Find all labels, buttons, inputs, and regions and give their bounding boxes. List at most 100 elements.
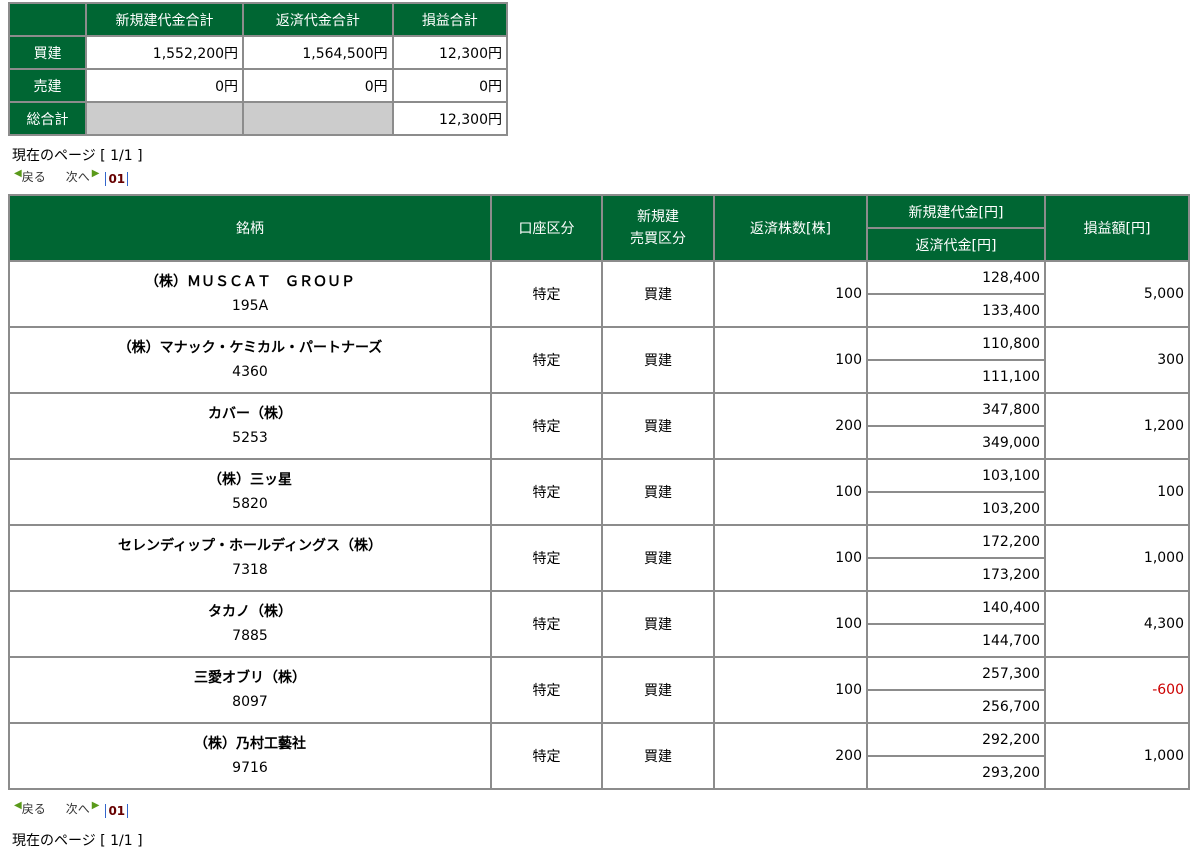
next-link[interactable]: 次へ bbox=[65, 170, 90, 184]
header-close-total: 返済代金合計 bbox=[244, 4, 392, 35]
profit-loss: 1,200 bbox=[1046, 394, 1188, 458]
triangle-left-icon: ◀ bbox=[14, 168, 22, 179]
account-type: 特定 bbox=[492, 460, 601, 524]
table-row: カバー（株） 5253 特定 買建 200 347,800 1,200 bbox=[10, 394, 1188, 458]
page-link-01[interactable]: 01 bbox=[105, 804, 129, 818]
close-amount: 293,200 bbox=[868, 757, 1044, 788]
trade-side: 買建 bbox=[603, 460, 713, 524]
stock-code: 7318 bbox=[232, 562, 268, 578]
stock-code: 4360 bbox=[232, 364, 268, 380]
triangle-left-icon: ◀ bbox=[14, 800, 22, 811]
close-amount: 144,700 bbox=[868, 625, 1044, 656]
account-type: 特定 bbox=[492, 658, 601, 722]
buy-pl-total: 12,300円 bbox=[393, 37, 506, 68]
prev-link[interactable]: 戻る bbox=[21, 802, 46, 816]
close-amount: 111,100 bbox=[868, 361, 1044, 392]
stock-name[interactable]: （株）三ッ星 bbox=[208, 472, 292, 488]
table-row: （株）三ッ星 5820 特定 買建 100 103,100 100 bbox=[10, 460, 1188, 524]
corner-cell bbox=[10, 4, 85, 35]
close-amount: 349,000 bbox=[868, 427, 1044, 458]
stock-cell: （株）三ッ星 5820 bbox=[10, 460, 490, 524]
stock-code: 8097 bbox=[232, 694, 268, 710]
positions-table: 銘柄 口座区分 新規建 売買区分 返済株数[株] 新規建代金[円] 損益額[円] … bbox=[8, 194, 1190, 790]
trade-side: 買建 bbox=[603, 724, 713, 788]
account-type: 特定 bbox=[492, 394, 601, 458]
stock-name[interactable]: セレンディップ・ホールディングス（株） bbox=[117, 538, 383, 554]
account-type: 特定 bbox=[492, 262, 601, 326]
open-amount: 347,800 bbox=[868, 394, 1044, 425]
close-amount: 133,400 bbox=[868, 295, 1044, 326]
profit-loss: 1,000 bbox=[1046, 526, 1188, 590]
header-name: 銘柄 bbox=[10, 196, 490, 260]
close-amount: 173,200 bbox=[868, 559, 1044, 590]
stock-name[interactable]: 三愛オブリ（株） bbox=[194, 670, 306, 686]
open-amount: 103,100 bbox=[868, 460, 1044, 491]
profit-loss: -600 bbox=[1046, 658, 1188, 722]
blank-cell bbox=[87, 103, 243, 134]
triangle-right-icon: ▶ bbox=[91, 800, 100, 811]
buy-open-total: 1,552,200円 bbox=[87, 37, 243, 68]
trade-side: 買建 bbox=[603, 262, 713, 326]
row-label-buy: 買建 bbox=[10, 37, 85, 68]
sell-open-total: 0円 bbox=[87, 70, 243, 101]
trade-side: 買建 bbox=[603, 328, 713, 392]
trade-side: 買建 bbox=[603, 658, 713, 722]
stock-name[interactable]: タカノ（株） bbox=[208, 604, 292, 620]
header-side: 新規建 売買区分 bbox=[603, 196, 713, 260]
account-type: 特定 bbox=[492, 328, 601, 392]
open-amount: 292,200 bbox=[868, 724, 1044, 755]
stock-code: 7885 bbox=[232, 628, 268, 644]
stock-code: 5253 bbox=[232, 430, 268, 446]
stock-name[interactable]: （株）乃村工藝社 bbox=[194, 736, 306, 752]
table-row: 三愛オブリ（株） 8097 特定 買建 100 257,300 -600 bbox=[10, 658, 1188, 722]
stock-code: 9716 bbox=[232, 760, 268, 776]
quantity: 100 bbox=[715, 592, 866, 656]
header-side-line2: 売買区分 bbox=[630, 231, 686, 247]
table-row: セレンディップ・ホールディングス（株） 7318 特定 買建 100 172,20… bbox=[10, 526, 1188, 590]
quantity: 100 bbox=[715, 460, 866, 524]
quantity: 100 bbox=[715, 658, 866, 722]
account-type: 特定 bbox=[492, 526, 601, 590]
pager-top: ◀ 戻る 次へ ▶ 01 bbox=[14, 168, 129, 186]
open-amount: 257,300 bbox=[868, 658, 1044, 689]
stock-cell: カバー（株） 5253 bbox=[10, 394, 490, 458]
quantity: 100 bbox=[715, 262, 866, 326]
quantity: 100 bbox=[715, 328, 866, 392]
header-open: 新規建代金[円] bbox=[868, 196, 1044, 227]
pager-bottom: ◀ 戻る 次へ ▶ 01 bbox=[14, 800, 129, 818]
buy-close-total: 1,564,500円 bbox=[244, 37, 392, 68]
profit-loss: 1,000 bbox=[1046, 724, 1188, 788]
prev-link[interactable]: 戻る bbox=[21, 170, 46, 184]
header-side-line1: 新規建 bbox=[637, 209, 679, 225]
quantity: 200 bbox=[715, 394, 866, 458]
current-page-text: 現在のページ [ 1/1 ] bbox=[12, 833, 143, 849]
account-type: 特定 bbox=[492, 724, 601, 788]
header-pl-total: 損益合計 bbox=[393, 4, 506, 35]
trade-side: 買建 bbox=[603, 526, 713, 590]
table-row: （株）マナック・ケミカル・パートナーズ 4360 特定 買建 100 110,80… bbox=[10, 328, 1188, 392]
table-row: （株）乃村工藝社 9716 特定 買建 200 292,200 1,000 bbox=[10, 724, 1188, 788]
quantity: 200 bbox=[715, 724, 866, 788]
open-amount: 110,800 bbox=[868, 328, 1044, 359]
open-amount: 140,400 bbox=[868, 592, 1044, 623]
row-label-sell: 売建 bbox=[10, 70, 85, 101]
stock-code: 195A bbox=[231, 298, 269, 314]
row-label-grand: 総合計 bbox=[10, 103, 85, 134]
profit-loss: 300 bbox=[1046, 328, 1188, 392]
header-close: 返済代金[円] bbox=[868, 229, 1044, 260]
profit-loss: 4,300 bbox=[1046, 592, 1188, 656]
trade-side: 買建 bbox=[603, 394, 713, 458]
quantity: 100 bbox=[715, 526, 866, 590]
header-account: 口座区分 bbox=[492, 196, 601, 260]
page-link-01[interactable]: 01 bbox=[105, 172, 129, 186]
stock-name[interactable]: （株）マナック・ケミカル・パートナーズ bbox=[117, 340, 383, 356]
header-qty: 返済株数[株] bbox=[715, 196, 866, 260]
stock-name[interactable]: カバー（株） bbox=[208, 406, 292, 422]
open-amount: 172,200 bbox=[868, 526, 1044, 557]
next-link[interactable]: 次へ bbox=[65, 802, 90, 816]
stock-name[interactable]: （株）ＭＵＳＣＡＴ ＧＲＯＵＰ bbox=[145, 274, 355, 290]
close-amount: 256,700 bbox=[868, 691, 1044, 722]
sell-pl-total: 0円 bbox=[393, 70, 506, 101]
blank-cell bbox=[244, 103, 392, 134]
grand-pl-total: 12,300円 bbox=[393, 103, 506, 134]
